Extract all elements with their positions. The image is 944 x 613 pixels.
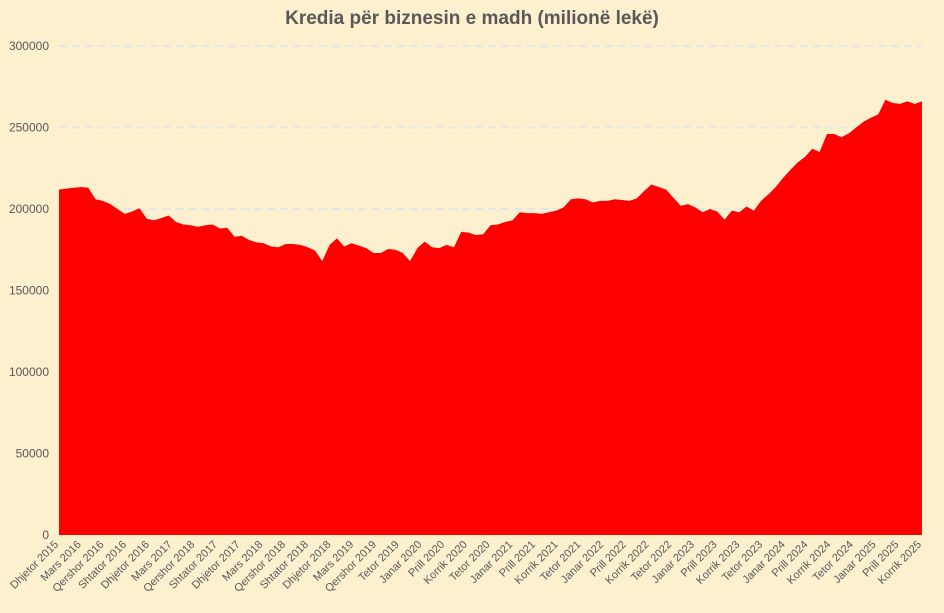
y-tick-label: 250000	[9, 121, 49, 135]
y-tick-label: 300000	[9, 39, 49, 53]
y-tick-label: 50000	[16, 447, 50, 461]
area-series	[59, 99, 922, 535]
y-tick-label: 150000	[9, 284, 49, 298]
y-axis-ticks: 0 50000 100000 150000 200000 250000 300000	[9, 39, 49, 542]
y-tick-label: 0	[42, 528, 49, 542]
chart-title: Kredia për biznesin e madh (milionë lekë…	[285, 8, 659, 29]
y-tick-label: 100000	[9, 365, 49, 379]
area-series-fill	[59, 99, 922, 535]
y-tick-label: 200000	[9, 202, 49, 216]
